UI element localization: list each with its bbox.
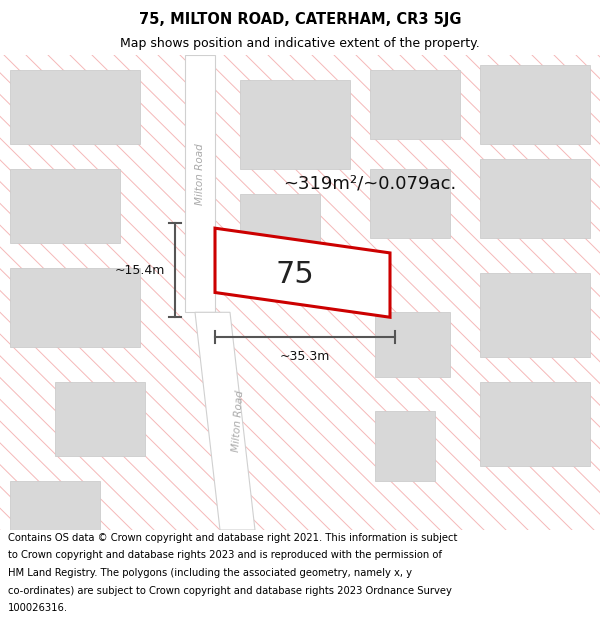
- Bar: [370, 169, 450, 238]
- Text: Milton Road: Milton Road: [231, 390, 245, 452]
- Text: HM Land Registry. The polygons (including the associated geometry, namely x, y: HM Land Registry. The polygons (includin…: [8, 568, 412, 578]
- Bar: [375, 411, 435, 481]
- Text: 100026316.: 100026316.: [8, 603, 68, 613]
- Text: Milton Road: Milton Road: [195, 143, 205, 204]
- Bar: [240, 194, 320, 262]
- Bar: [10, 169, 120, 243]
- Bar: [375, 312, 450, 377]
- Bar: [480, 159, 590, 238]
- Bar: [10, 70, 140, 144]
- Bar: [480, 272, 590, 357]
- Polygon shape: [185, 55, 215, 312]
- Text: Contains OS data © Crown copyright and database right 2021. This information is : Contains OS data © Crown copyright and d…: [8, 533, 457, 543]
- Bar: [480, 381, 590, 466]
- Polygon shape: [215, 228, 390, 318]
- Polygon shape: [195, 312, 255, 530]
- Text: to Crown copyright and database rights 2023 and is reproduced with the permissio: to Crown copyright and database rights 2…: [8, 551, 442, 561]
- Bar: [240, 80, 350, 169]
- Text: Map shows position and indicative extent of the property.: Map shows position and indicative extent…: [120, 38, 480, 51]
- Text: ~35.3m: ~35.3m: [280, 351, 330, 363]
- Bar: [480, 65, 590, 144]
- Bar: [370, 70, 460, 139]
- Text: ~319m²/~0.079ac.: ~319m²/~0.079ac.: [283, 174, 457, 192]
- Text: ~15.4m: ~15.4m: [115, 264, 165, 277]
- Bar: [10, 481, 100, 530]
- Text: co-ordinates) are subject to Crown copyright and database rights 2023 Ordnance S: co-ordinates) are subject to Crown copyr…: [8, 586, 452, 596]
- Text: 75: 75: [275, 260, 314, 289]
- Bar: [10, 268, 140, 347]
- Text: 75, MILTON ROAD, CATERHAM, CR3 5JG: 75, MILTON ROAD, CATERHAM, CR3 5JG: [139, 12, 461, 27]
- Bar: [55, 381, 145, 456]
